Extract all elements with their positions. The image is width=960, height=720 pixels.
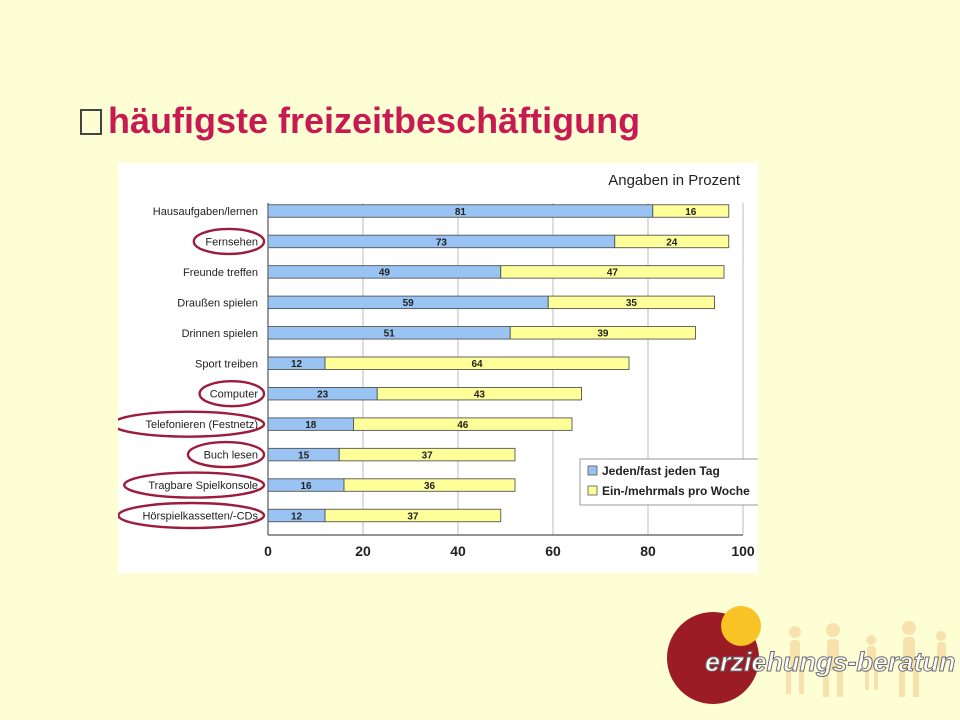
bar-segment <box>509 326 696 340</box>
legend-label: Ein-/mehrmals pro Woche <box>602 484 750 498</box>
data-label: 81 <box>455 207 467 218</box>
x-tick-label: 80 <box>640 543 656 559</box>
x-tick-label: 100 <box>731 543 755 559</box>
data-label: 16 <box>300 481 312 492</box>
highlight-ellipse <box>118 501 266 530</box>
category-label: Computer <box>210 389 259 401</box>
category-label: Buch lesen <box>204 450 258 462</box>
data-label: 37 <box>422 450 434 461</box>
data-label: 15 <box>298 450 310 461</box>
x-tick-label: 40 <box>450 543 466 559</box>
bar-segment <box>324 508 502 523</box>
bar-segment <box>547 295 715 310</box>
category-label: Hausaufgaben/lernen <box>153 206 258 218</box>
data-label: 43 <box>474 390 486 401</box>
category-label: Freunde treffen <box>183 267 258 279</box>
slide-title-text: häufigste freizeitbeschäftigung <box>108 100 641 141</box>
data-label: 35 <box>626 298 638 309</box>
chart-note: Angaben in Prozent <box>608 172 741 189</box>
x-tick-label: 60 <box>545 543 561 559</box>
legend-swatch <box>587 465 598 476</box>
data-label: 39 <box>597 329 609 340</box>
bullet-box-icon <box>80 109 102 135</box>
logo-text: erziehungs-beratung.ch <box>705 647 955 677</box>
legend-box <box>579 458 758 506</box>
data-label: 73 <box>436 237 448 248</box>
data-label: 16 <box>685 207 697 218</box>
logo-figures <box>786 621 946 697</box>
bar-segment <box>376 386 582 401</box>
data-label: 64 <box>471 359 483 370</box>
x-tick-label: 0 <box>264 543 272 559</box>
brand-logo: erziehungs-beratung.ch <box>667 606 955 704</box>
data-label: 47 <box>607 268 619 279</box>
bar-segment <box>652 204 730 218</box>
highlight-ellipse <box>198 379 266 408</box>
data-label: 23 <box>317 390 329 401</box>
slide-title: häufigste freizeitbeschäftigung <box>80 100 640 142</box>
data-label: 59 <box>403 298 415 309</box>
data-label: 24 <box>666 237 678 248</box>
highlight-ellipse <box>122 471 266 499</box>
category-label: Fernsehen <box>205 236 258 248</box>
bar-segment <box>614 234 730 249</box>
category-label: Sport treiben <box>195 358 258 370</box>
data-label: 49 <box>379 268 391 279</box>
category-label: Hörspielkassetten/-CDs <box>142 511 258 523</box>
data-label: 37 <box>407 511 419 522</box>
category-label: Draußen spielen <box>177 297 258 309</box>
highlight-ellipse <box>186 440 266 469</box>
bar-segment <box>353 417 573 431</box>
bar-segment <box>343 478 516 492</box>
bar-segment <box>324 356 630 370</box>
bar-segment <box>338 447 516 462</box>
category-label: Telefonieren (Festnetz) <box>146 419 259 431</box>
legend-label: Jeden/fast jeden Tag <box>602 464 720 478</box>
logo-circle-small <box>721 606 761 646</box>
legend-swatch <box>587 485 598 496</box>
highlight-ellipse <box>118 410 266 438</box>
data-label: 46 <box>457 420 469 431</box>
data-label: 12 <box>291 511 303 522</box>
data-label: 12 <box>291 359 303 370</box>
data-label: 18 <box>305 420 317 431</box>
bar-segment <box>500 265 725 279</box>
data-label: 51 <box>384 329 396 340</box>
stacked-bar-chart: Angaben in Prozent 0 20 40 60 80 100 81 16 Hausau… <box>118 172 758 559</box>
category-label: Drinnen spielen <box>182 328 258 340</box>
highlight-ellipse <box>192 227 266 256</box>
data-label: 36 <box>424 481 436 492</box>
x-tick-label: 20 <box>355 543 371 559</box>
category-label: Tragbare Spielkonsole <box>148 480 258 492</box>
chart-panel: Angaben in Prozent 0 20 40 60 80 100 81 16 Hausau… <box>118 163 758 573</box>
